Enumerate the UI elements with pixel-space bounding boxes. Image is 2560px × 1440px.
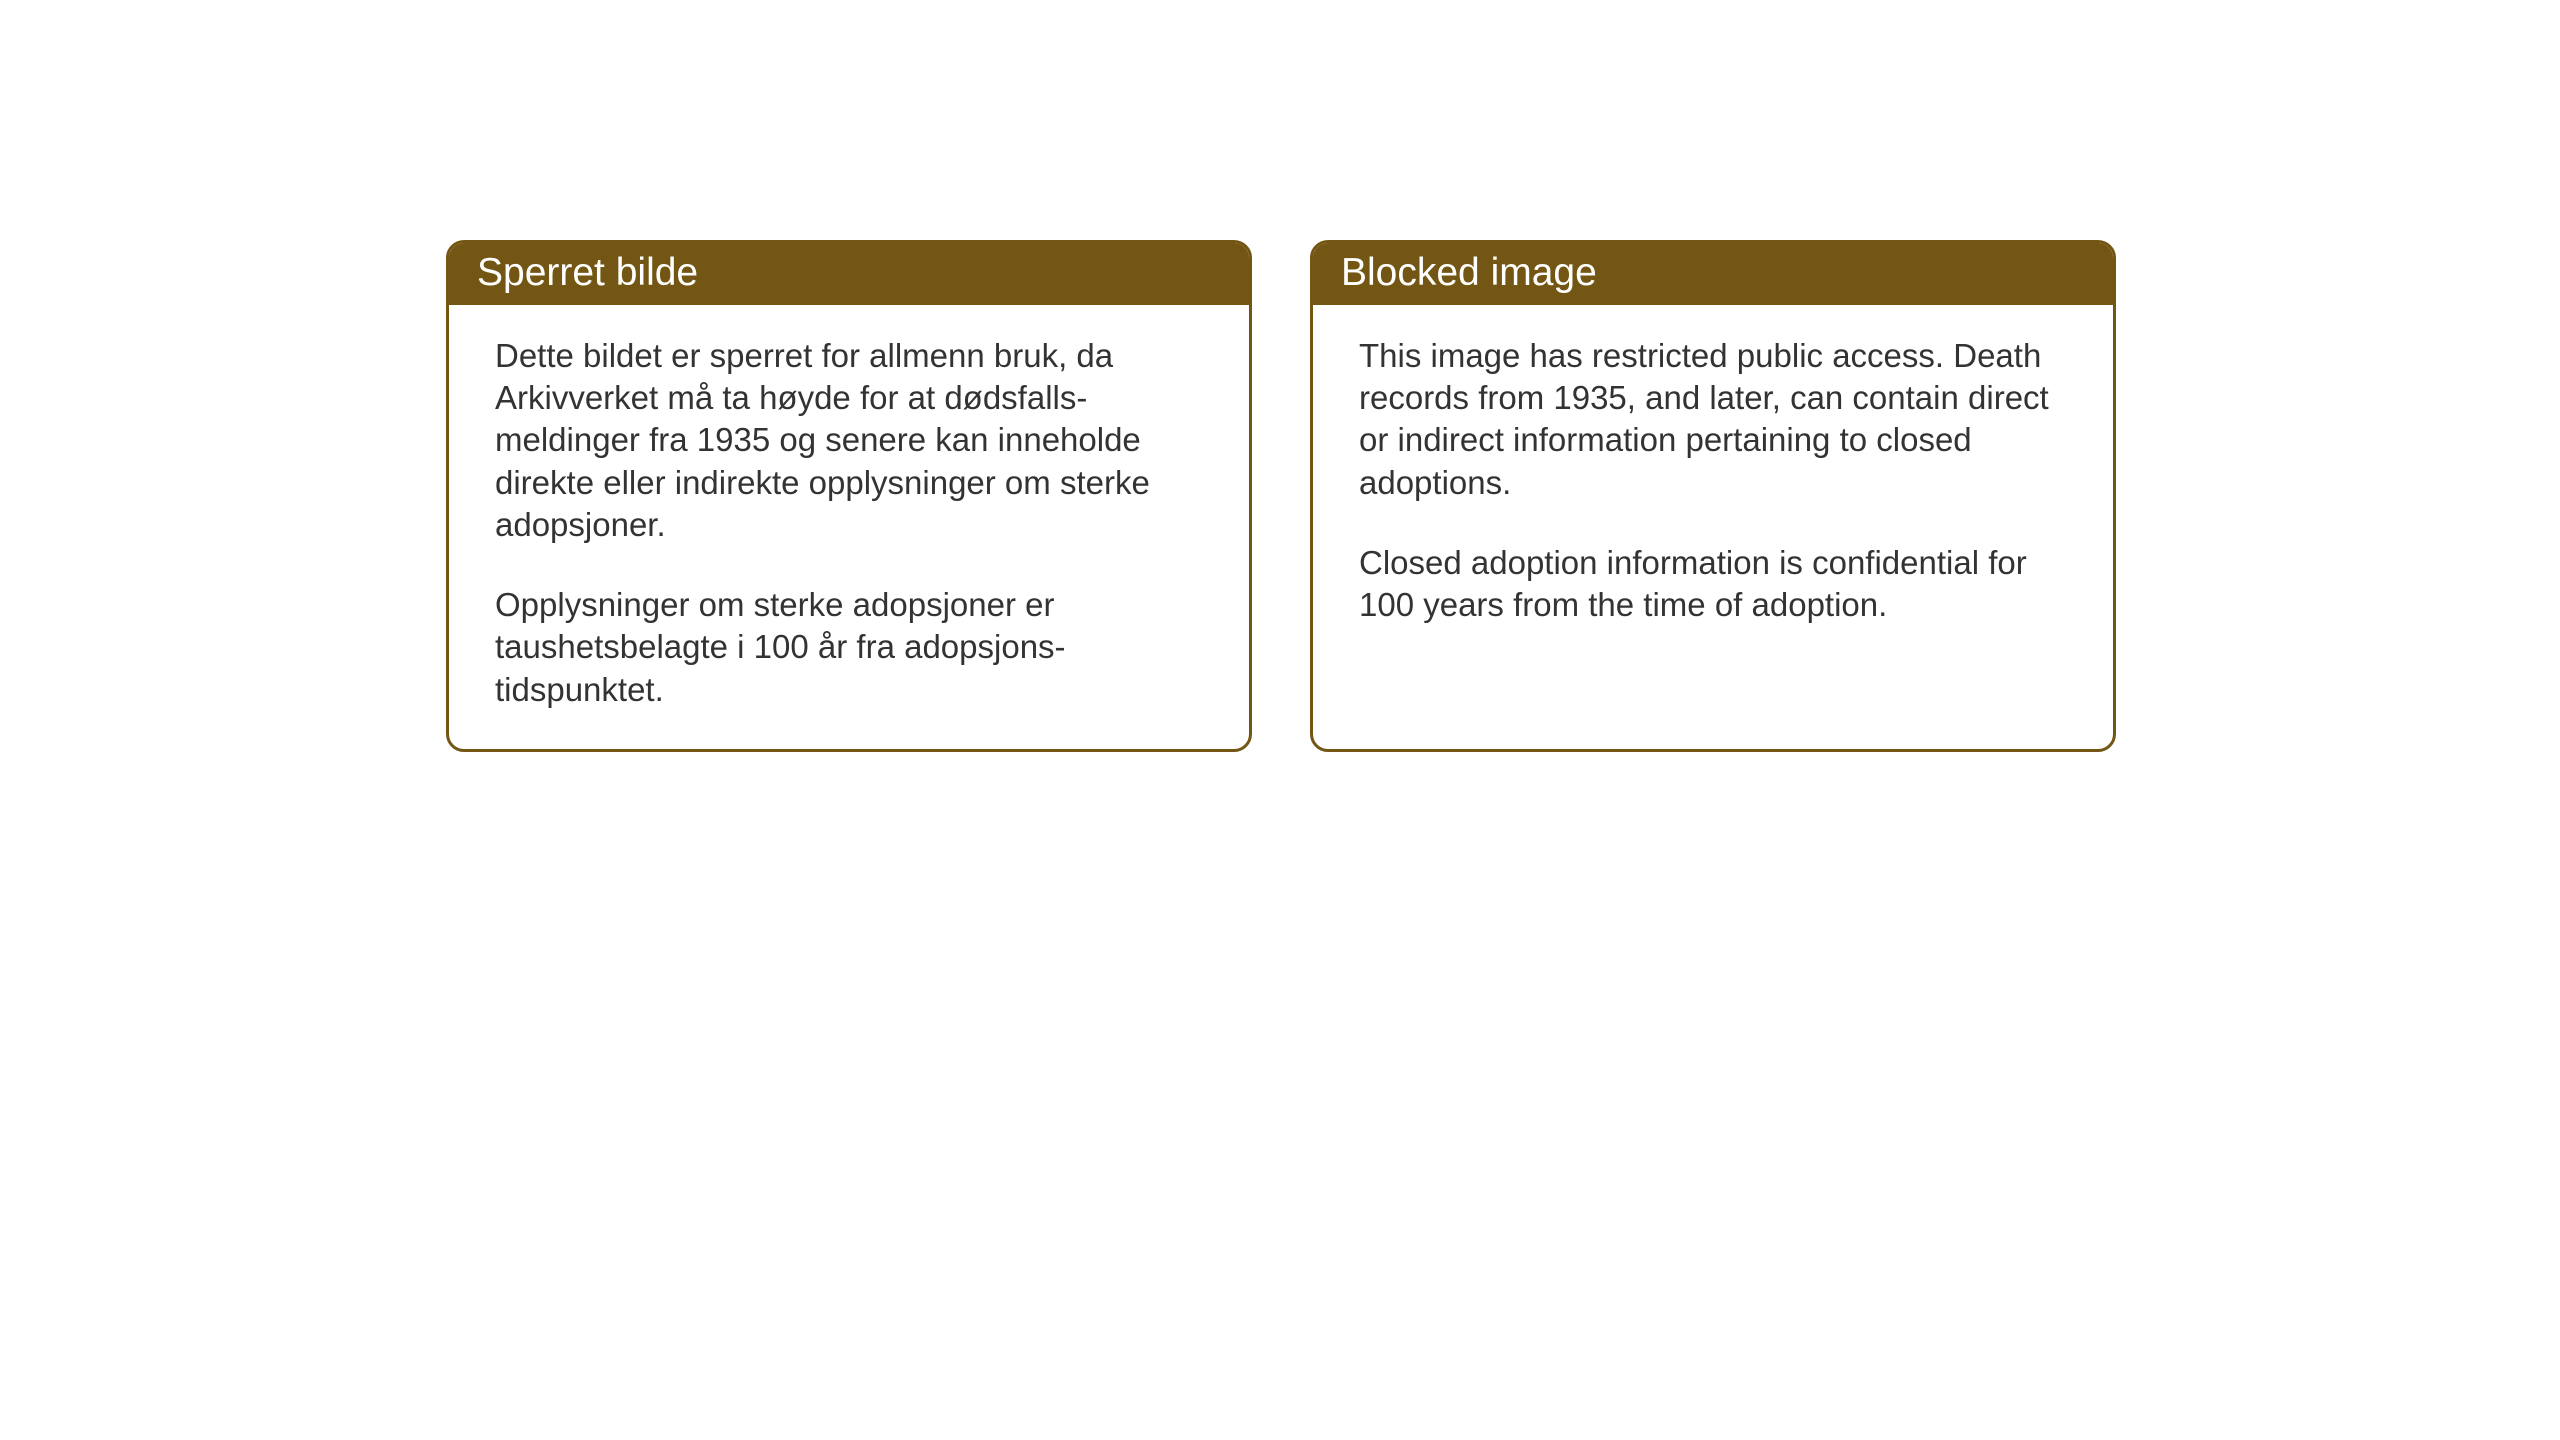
card-paragraph-1-english: This image has restricted public access.… xyxy=(1359,335,2071,504)
card-title-english: Blocked image xyxy=(1341,251,1597,294)
card-paragraph-2-english: Closed adoption information is confident… xyxy=(1359,542,2071,626)
card-header-english: Blocked image xyxy=(1313,243,2113,305)
card-paragraph-2-norwegian: Opplysninger om sterke adopsjoner er tau… xyxy=(495,584,1207,711)
card-header-norwegian: Sperret bilde xyxy=(449,243,1249,305)
card-english: Blocked image This image has restricted … xyxy=(1310,240,2116,752)
card-norwegian: Sperret bilde Dette bildet er sperret fo… xyxy=(446,240,1252,752)
card-body-norwegian: Dette bildet er sperret for allmenn bruk… xyxy=(449,305,1249,749)
cards-container: Sperret bilde Dette bildet er sperret fo… xyxy=(446,240,2116,752)
card-paragraph-1-norwegian: Dette bildet er sperret for allmenn bruk… xyxy=(495,335,1207,546)
card-title-norwegian: Sperret bilde xyxy=(477,251,698,294)
card-body-english: This image has restricted public access.… xyxy=(1313,305,2113,664)
